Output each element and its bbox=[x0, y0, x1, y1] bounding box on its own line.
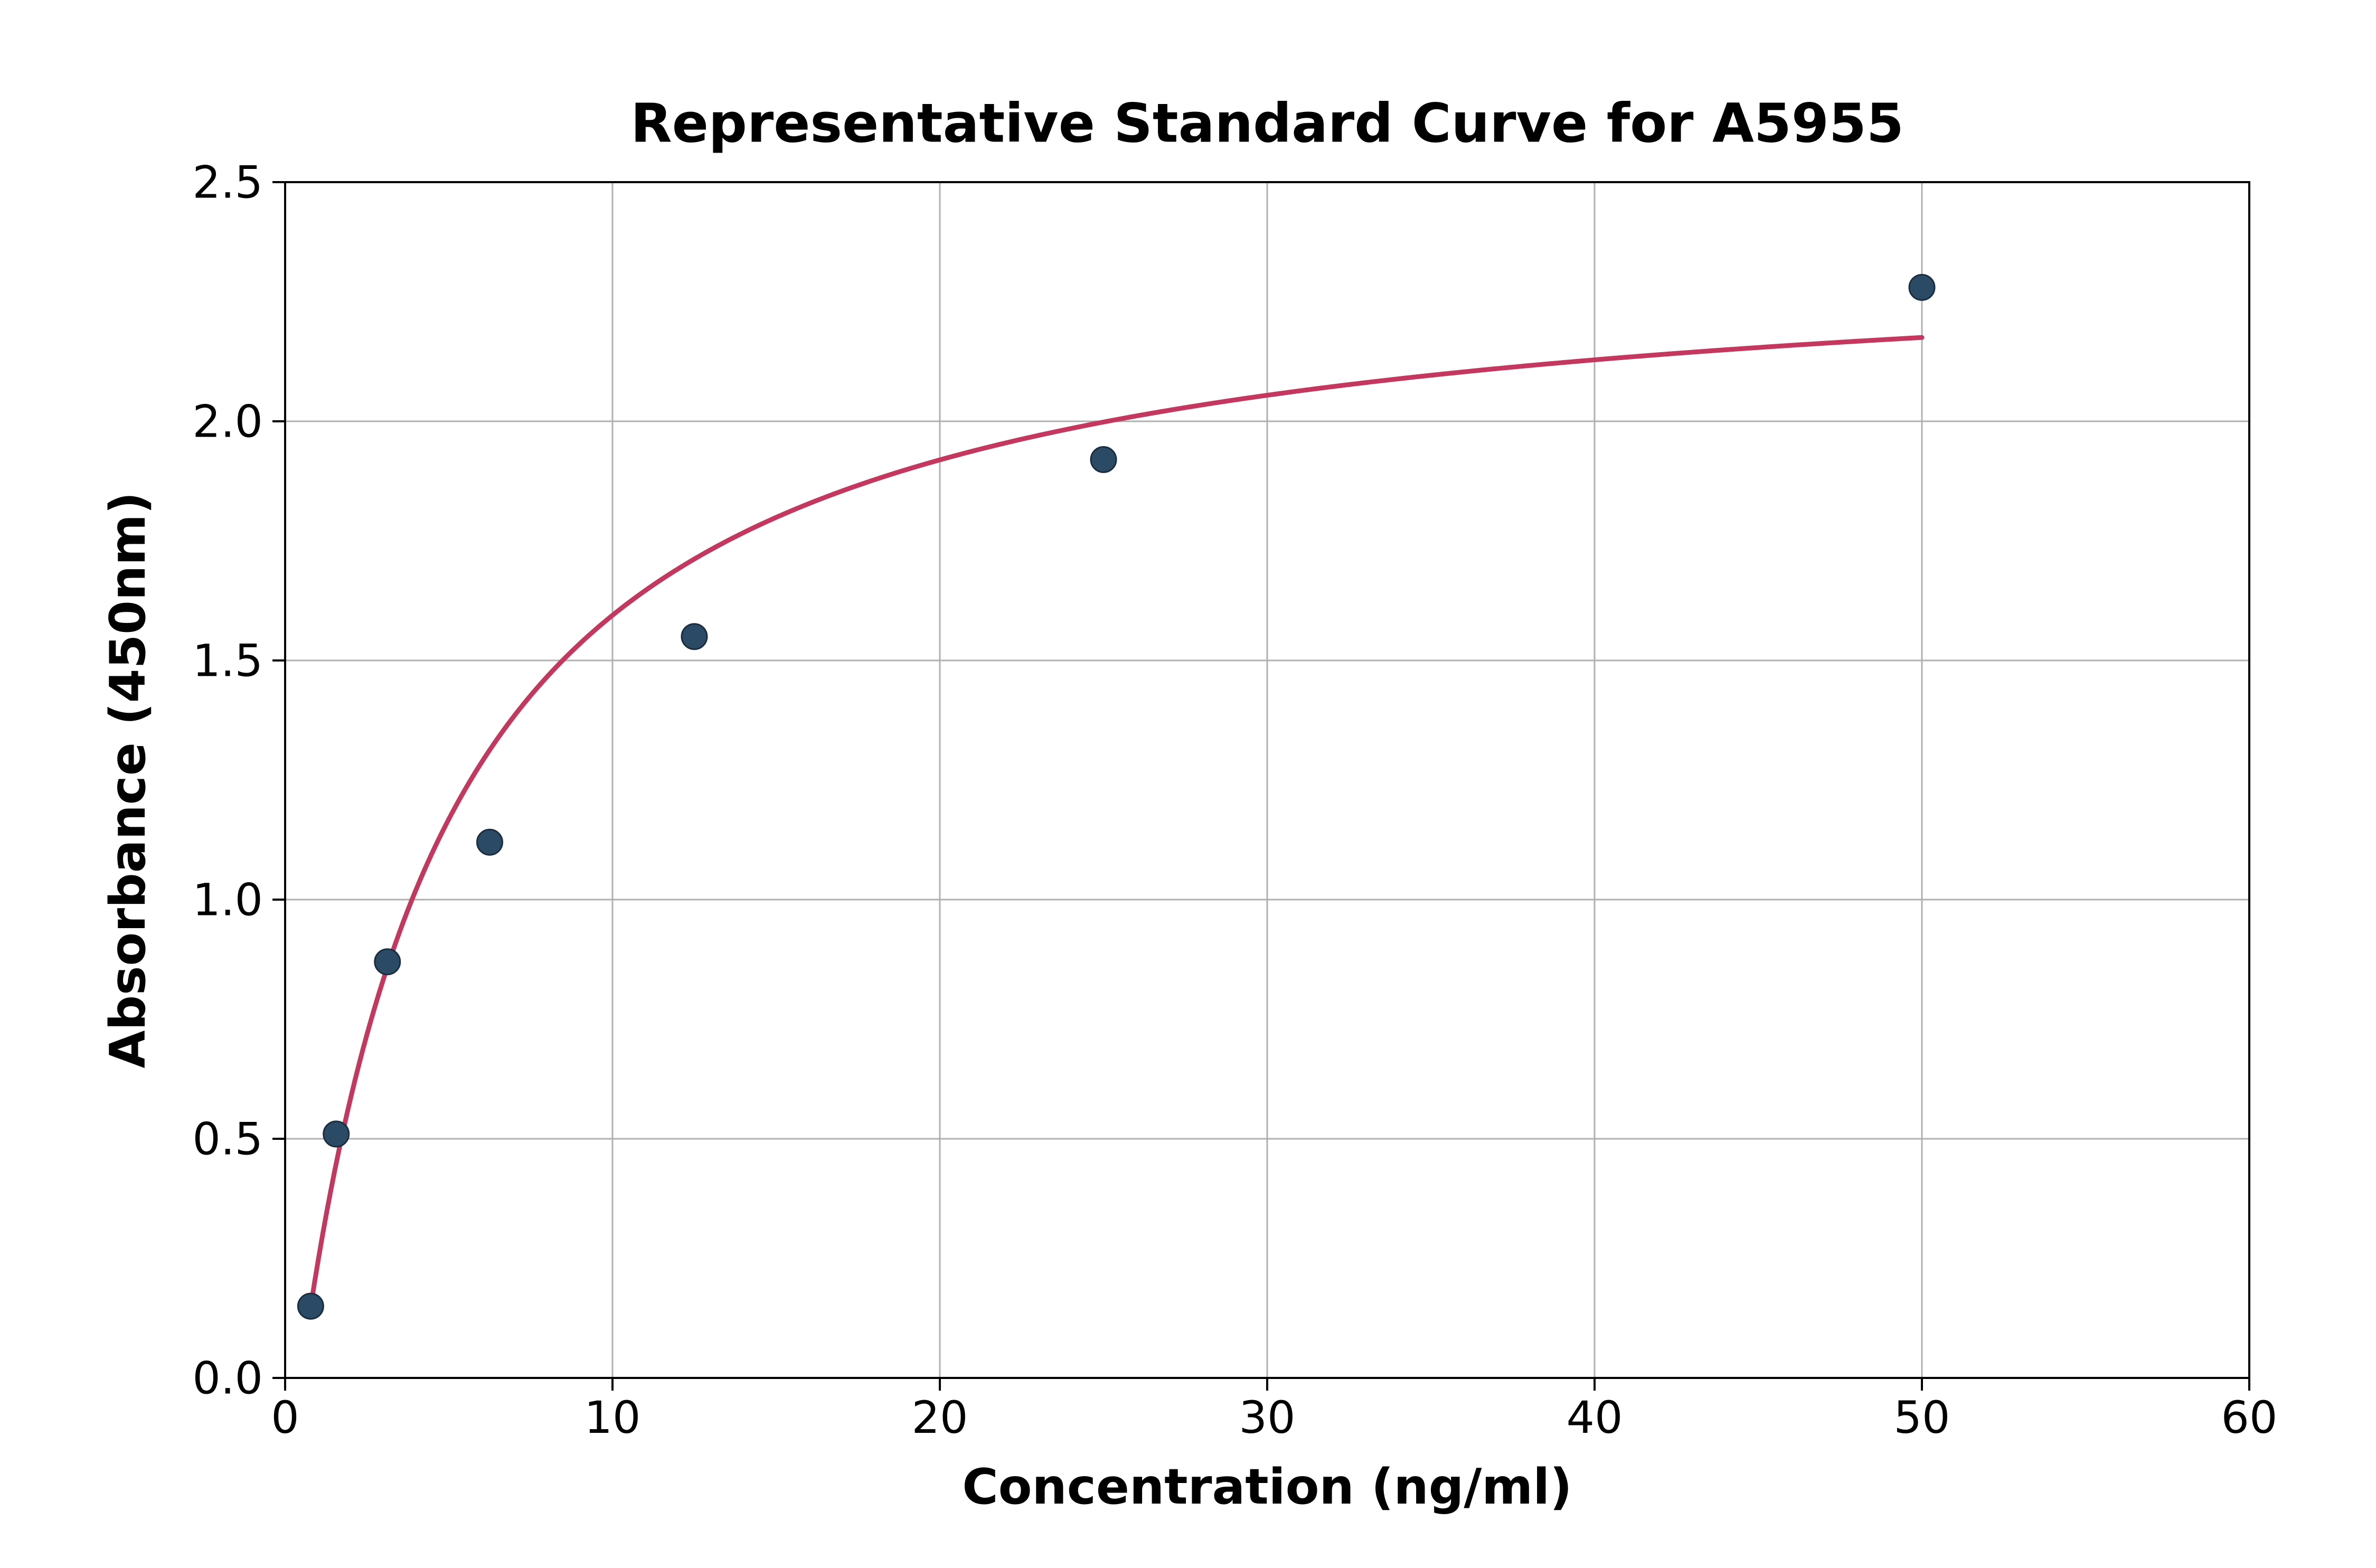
data-point bbox=[1909, 275, 1935, 300]
y-tick-label: 2.5 bbox=[192, 156, 263, 208]
chart-title: Representative Standard Curve for A5955 bbox=[630, 92, 1904, 155]
chart-svg: 0 10 20 30 40 50 60 0.0 0.5 1.0 1.5 2.0 2.5 Concentra… bbox=[0, 0, 2376, 1568]
y-axis-label: Absorbance (450nm) bbox=[99, 492, 156, 1068]
y-tick-label: 1.0 bbox=[192, 874, 263, 925]
data-point bbox=[324, 1121, 349, 1147]
x-tick-label: 30 bbox=[1239, 1392, 1296, 1443]
data-point bbox=[298, 1293, 323, 1319]
chart-container: 0 10 20 30 40 50 60 0.0 0.5 1.0 1.5 2.0 2.5 Concentra… bbox=[0, 0, 2376, 1568]
x-tick-label: 10 bbox=[584, 1392, 641, 1443]
data-point bbox=[1091, 447, 1116, 472]
data-point bbox=[477, 829, 503, 855]
x-tick-label: 60 bbox=[2221, 1392, 2278, 1443]
y-tick-label: 0.0 bbox=[192, 1352, 263, 1404]
data-point bbox=[375, 949, 400, 975]
y-tick-label: 2.0 bbox=[192, 395, 263, 447]
x-tick-label: 50 bbox=[1894, 1392, 1950, 1443]
y-tick-label: 0.5 bbox=[192, 1113, 263, 1165]
x-axis-label: Concentration (ng/ml) bbox=[962, 1458, 1572, 1515]
x-tick-label: 20 bbox=[912, 1392, 968, 1443]
data-point bbox=[682, 624, 707, 649]
x-tick-label: 0 bbox=[271, 1392, 299, 1443]
y-tick-label: 1.5 bbox=[192, 635, 263, 686]
x-tick-label: 40 bbox=[1567, 1392, 1623, 1443]
